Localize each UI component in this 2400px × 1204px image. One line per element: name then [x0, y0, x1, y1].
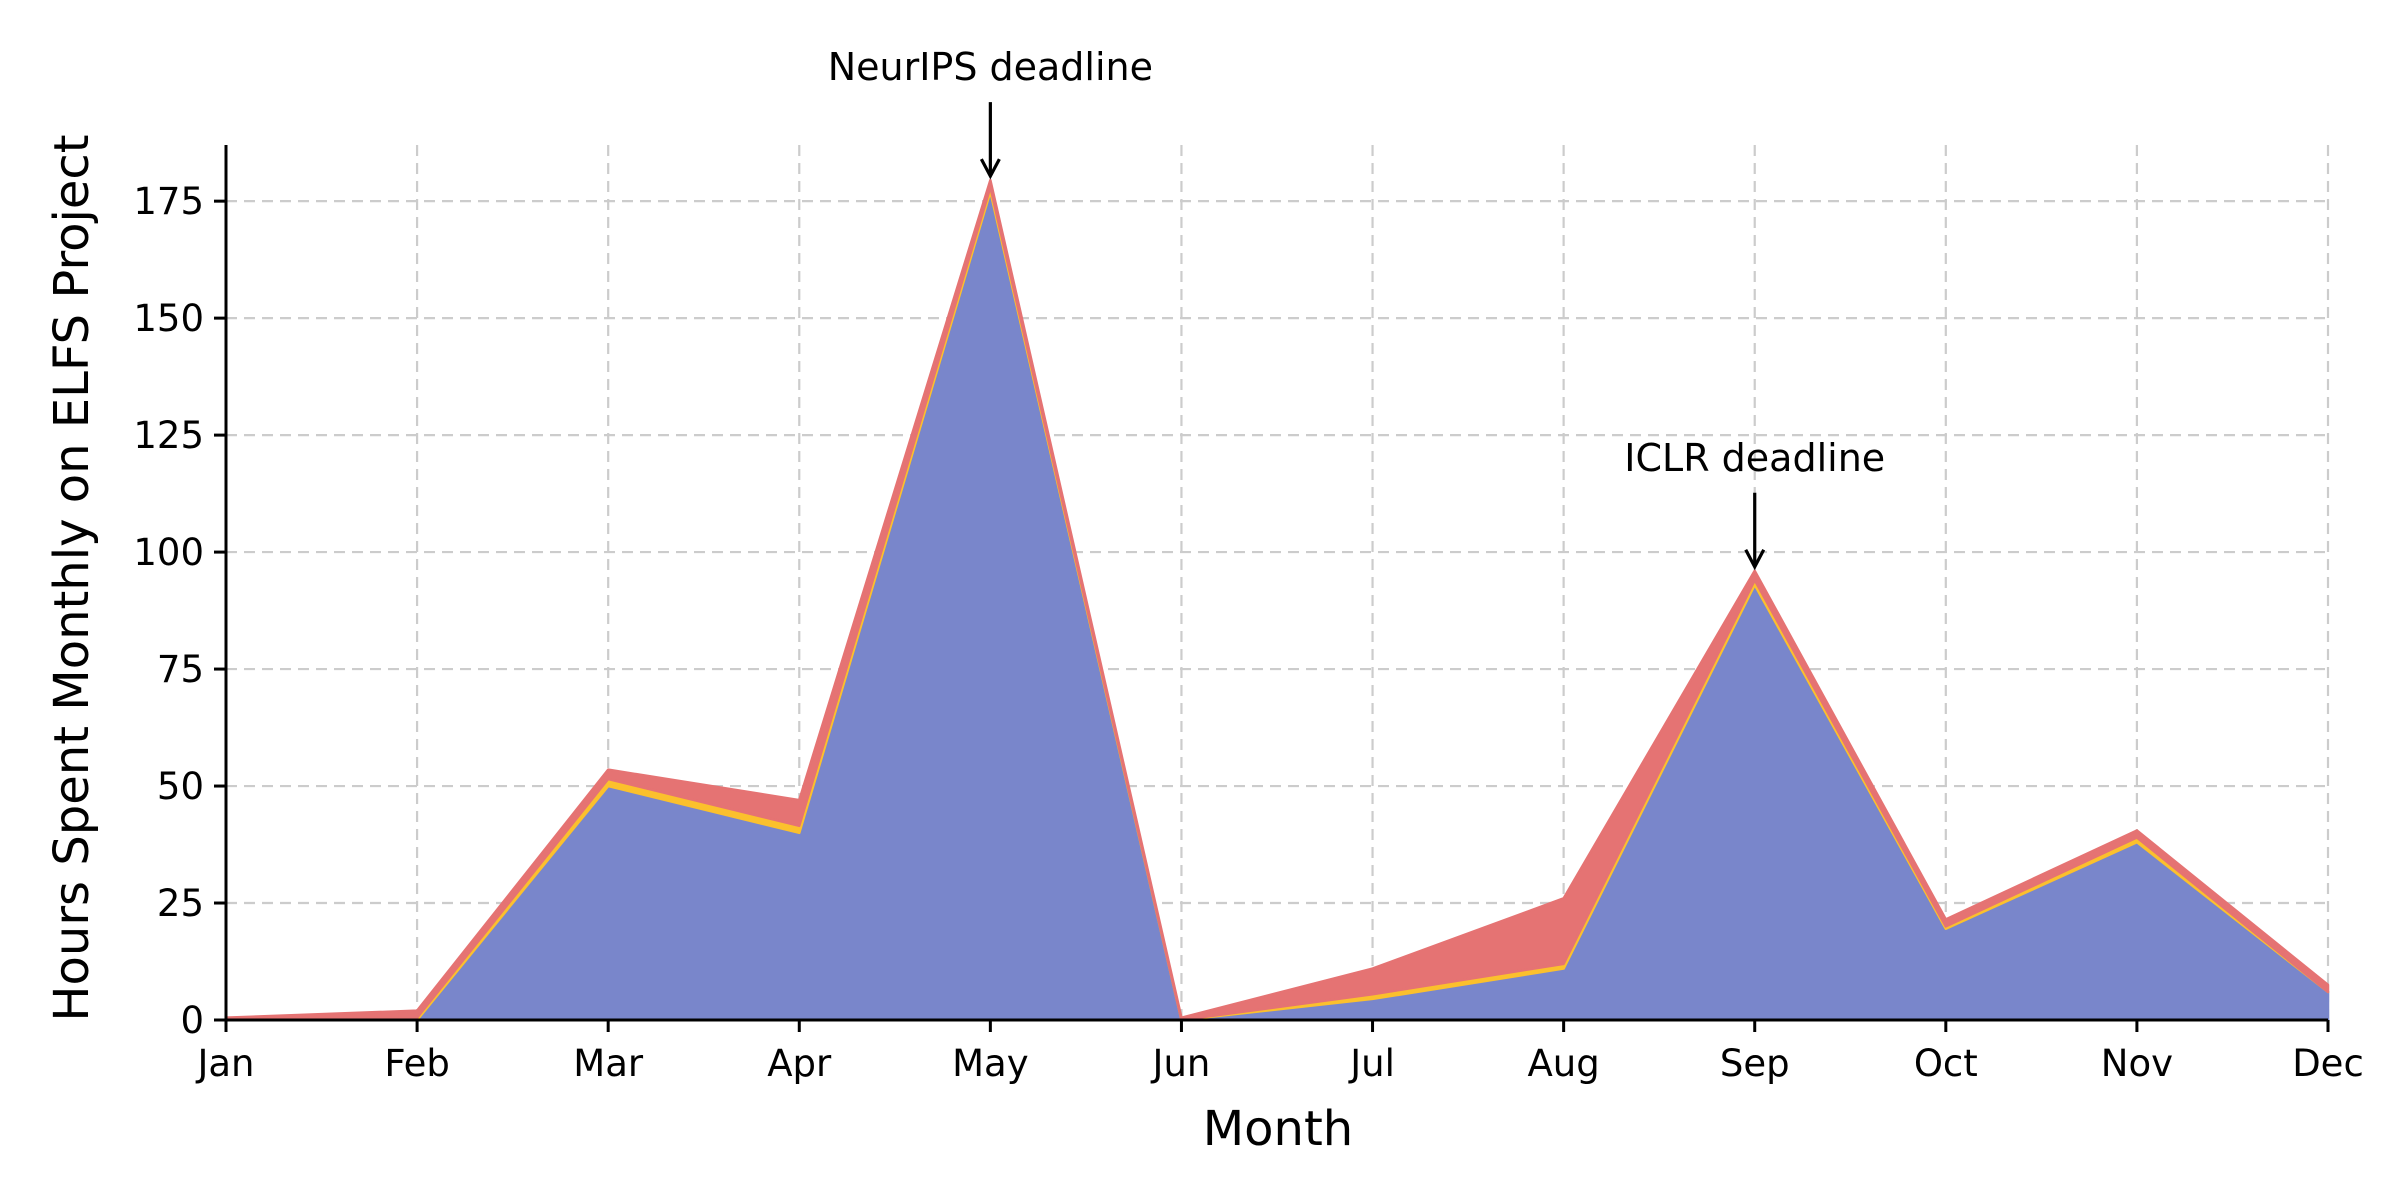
y-tick-label: 25: [157, 882, 204, 925]
x-tick-label: Jul: [1348, 1042, 1395, 1085]
y-axis-label: Hours Spent Monthly on ELFS Project: [44, 134, 100, 1021]
y-tick-label: 175: [133, 180, 204, 223]
annotation-label: ICLR deadline: [1624, 436, 1885, 480]
annotation: ICLR deadline: [1624, 436, 1885, 571]
annotation-arrowhead: [979, 158, 1001, 180]
y-tick-label: 50: [157, 765, 204, 808]
x-tick-label: Mar: [573, 1042, 644, 1085]
y-tick-label: 100: [133, 531, 204, 574]
y-tick-label: 125: [133, 414, 204, 457]
x-tick-label: Aug: [1528, 1042, 1600, 1085]
x-axis-label: Month: [1203, 1101, 1353, 1157]
annotations: NeurIPS deadline ICLR deadline: [828, 45, 1885, 571]
y-tick-label: 75: [157, 648, 204, 691]
axes: Jan Feb Mar Apr May Jun Jul Aug Sep Oct Nov Dec 0 25 5…: [133, 145, 2364, 1085]
x-tick-label: Dec: [2292, 1042, 2364, 1085]
x-tick-label: Sep: [1720, 1042, 1790, 1085]
y-tick-label: 150: [133, 297, 204, 340]
x-tick-label: Nov: [2101, 1042, 2173, 1085]
y-tick-label: 0: [180, 999, 204, 1042]
annotation: NeurIPS deadline: [828, 45, 1153, 180]
x-tick-label: Jan: [195, 1042, 254, 1085]
series-area-3: [224, 178, 2330, 1022]
x-tick-label: Oct: [1914, 1042, 1978, 1085]
x-tick-label: Apr: [767, 1042, 832, 1085]
plot-area: [224, 178, 2330, 1022]
x-tick-label: May: [952, 1042, 1029, 1085]
x-tick-label: Jun: [1151, 1042, 1211, 1085]
annotation-arrowhead: [1744, 549, 1766, 571]
annotation-label: NeurIPS deadline: [828, 45, 1153, 89]
x-tick-label: Feb: [384, 1042, 450, 1085]
